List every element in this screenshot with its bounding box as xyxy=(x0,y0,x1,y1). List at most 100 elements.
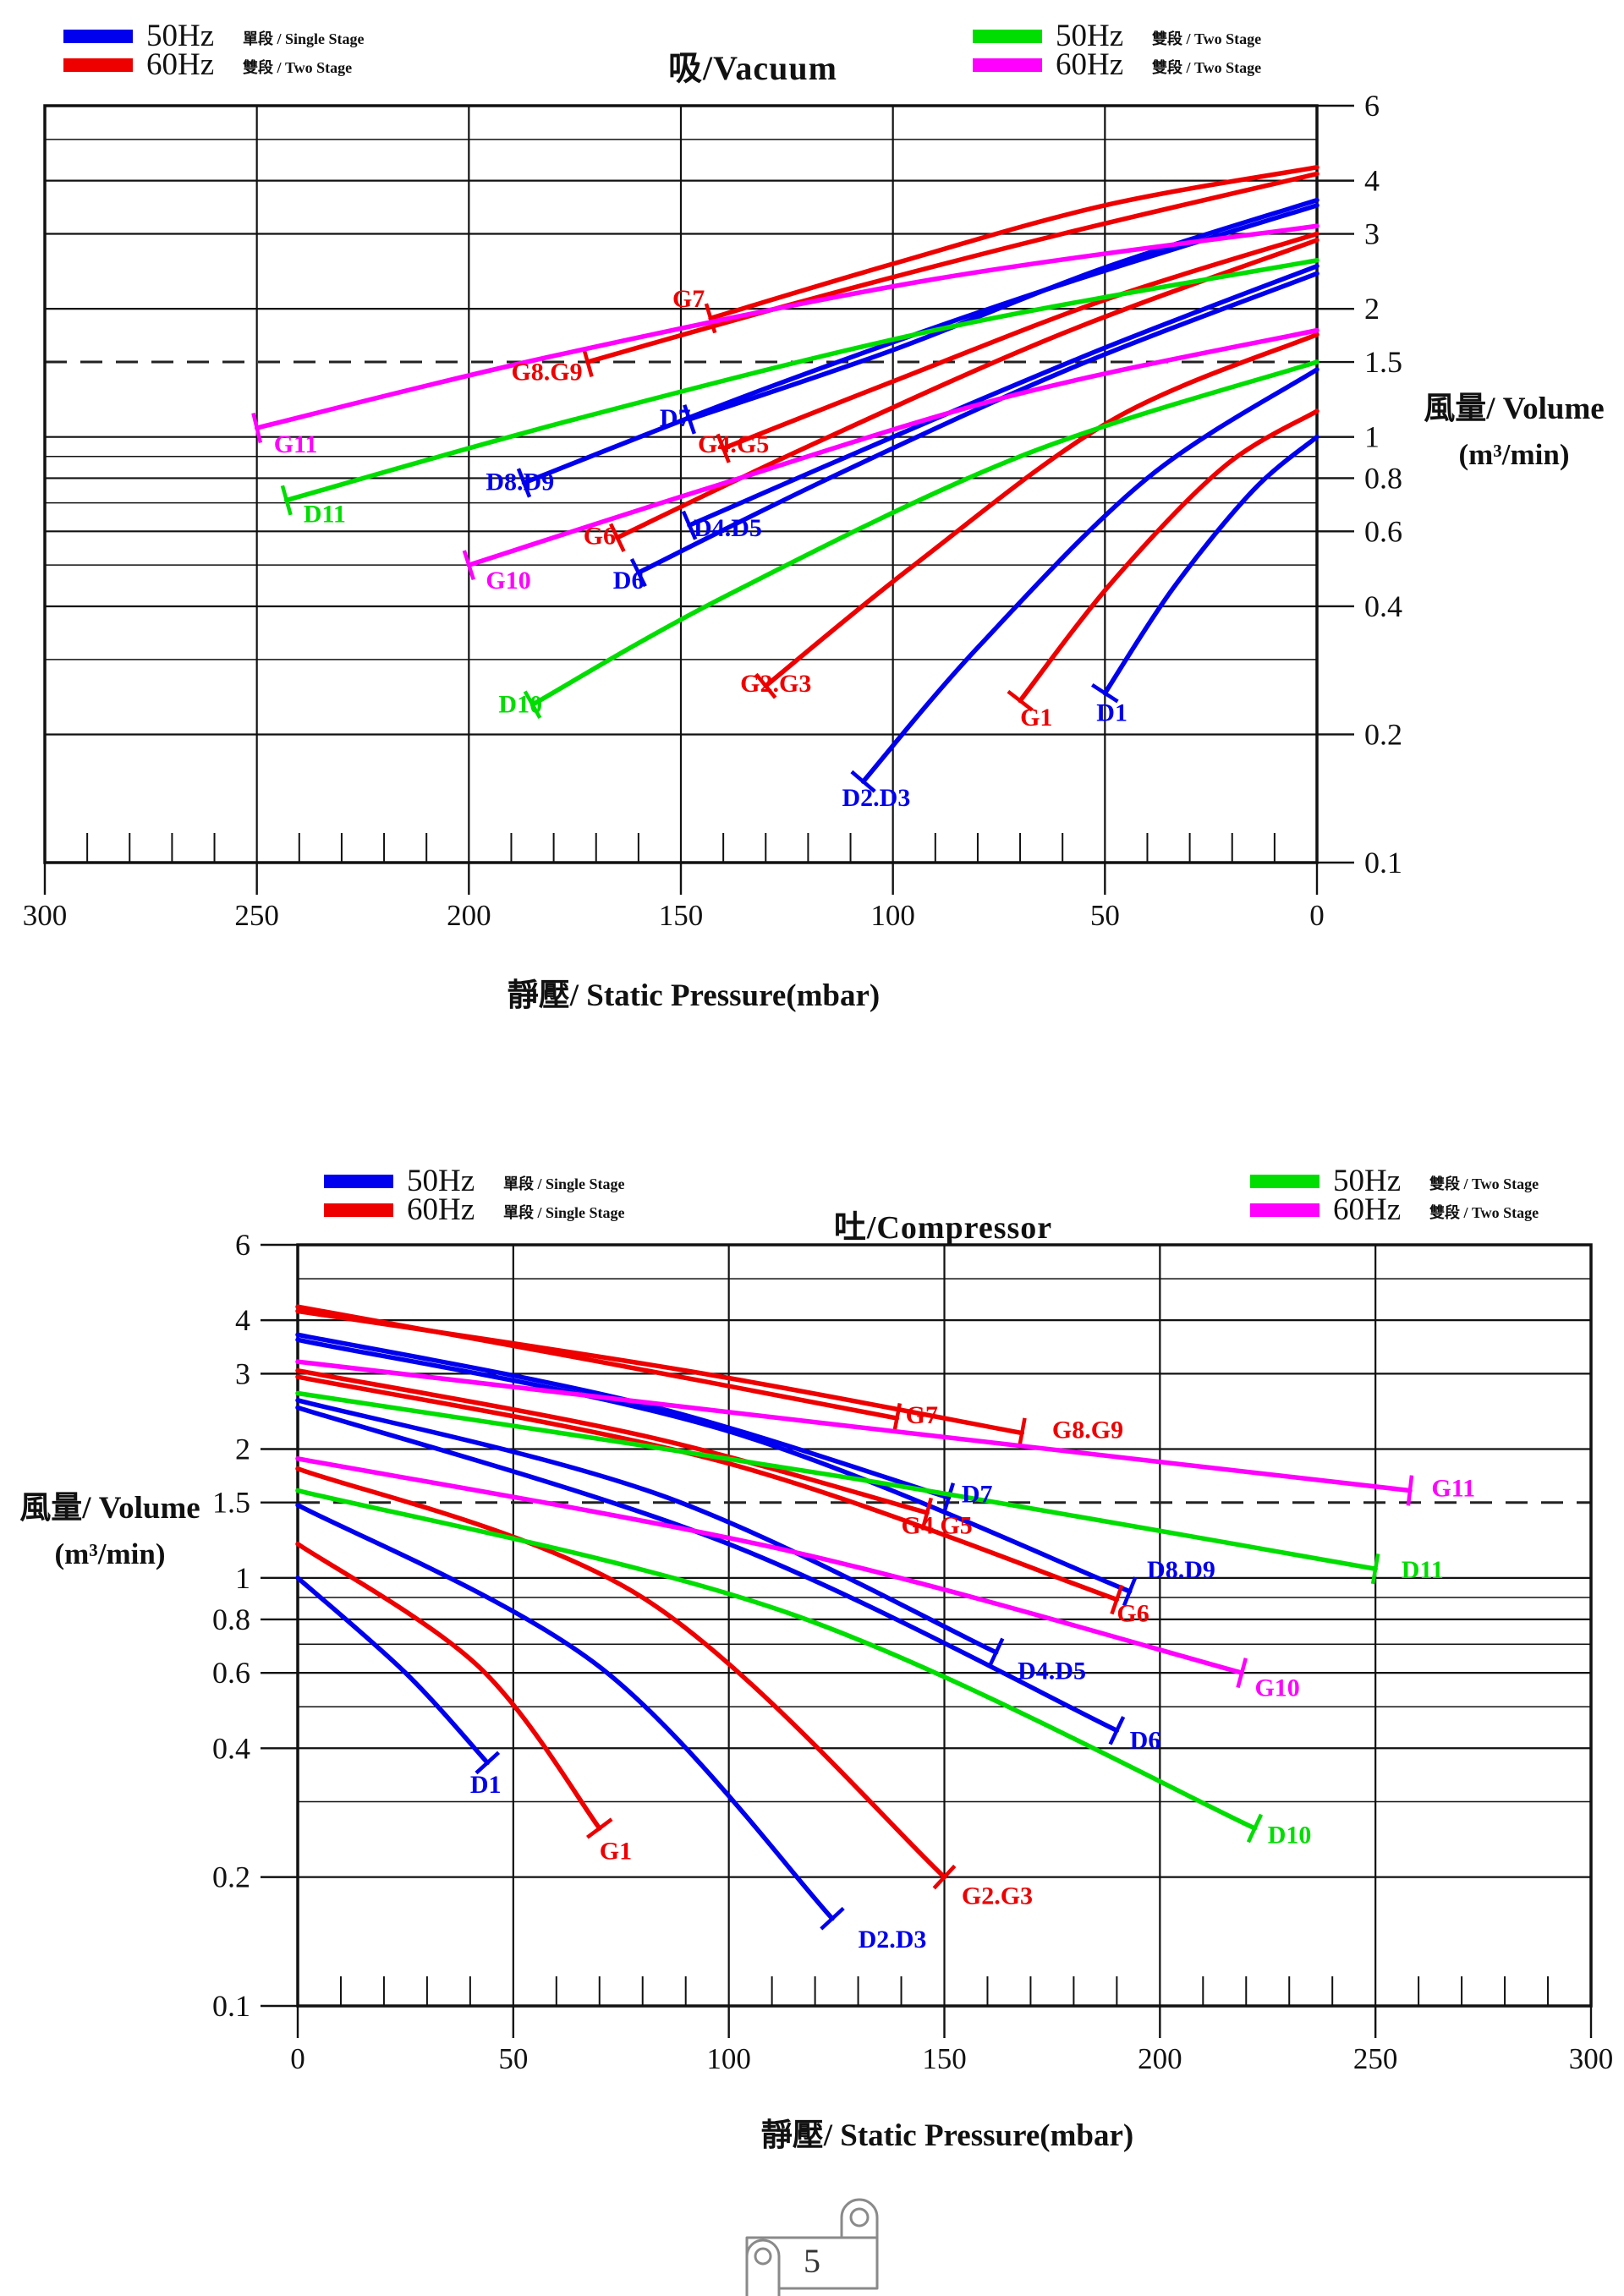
compressor-curve-tip-tick-G11 xyxy=(1406,1475,1414,1506)
vacuum-y-tick-label-0.4: 0.4 xyxy=(1364,589,1402,623)
vacuum-curve-D2.D3 xyxy=(860,367,1320,784)
compressor-curve-label-D1: D1 xyxy=(470,1771,502,1799)
legend-stage-label: 單段 / Single Stage xyxy=(503,1175,625,1192)
legend-frequency-label: 60Hz xyxy=(1056,47,1124,82)
legend-frequency-label: 60Hz xyxy=(146,47,215,82)
compressor-curve-label-G11: G11 xyxy=(1431,1475,1475,1503)
vacuum-x-tick-label-50: 50 xyxy=(1090,899,1120,932)
compressor-curve-G10 xyxy=(295,1456,1244,1675)
vacuum-curve-label-G11: G11 xyxy=(274,430,318,458)
compressor-chart-title: 吐/Compressor xyxy=(833,1210,1053,1246)
vacuum-y-tick-label-0.8: 0.8 xyxy=(1364,461,1402,495)
legend-frequency-label: 60Hz xyxy=(1333,1192,1402,1227)
compressor-curve-tip-tick-D6 xyxy=(1108,1716,1126,1745)
legend-item: 60Hz 雙段 / Two Stage xyxy=(63,47,365,82)
compressor-curve-label-D11: D11 xyxy=(1402,1556,1444,1584)
vacuum-curve-G7 xyxy=(708,165,1320,321)
page-number: 5 xyxy=(804,2242,820,2280)
compressor-curve-G2.G3 xyxy=(295,1466,947,1880)
vacuum-y-tick-label-3: 3 xyxy=(1364,217,1380,251)
vacuum-curve-G10 xyxy=(466,327,1320,567)
compressor-curve-D1 xyxy=(295,1575,491,1766)
compressor-curve-D10 xyxy=(295,1488,1258,1831)
compressor-x-tick-label-200: 200 xyxy=(1138,2042,1182,2075)
compressor-curve-tip-tick-D1 xyxy=(475,1751,501,1775)
compressor-curve-tip-tick-D11 xyxy=(1370,1553,1380,1585)
compressor-curve-label-G7: G7 xyxy=(906,1401,938,1429)
vacuum-y-tick-label-1: 1 xyxy=(1364,420,1380,454)
legend-color-swatch xyxy=(63,58,133,72)
vacuum-y-tick-label-4: 4 xyxy=(1364,164,1380,198)
compressor-curve-label-G10: G10 xyxy=(1254,1674,1299,1701)
compressor-curve-tip-tick-D10 xyxy=(1246,1813,1264,1844)
compressor-y-tick-label-1.5: 1.5 xyxy=(212,1486,250,1520)
compressor-curve-D8.D9 xyxy=(295,1337,1133,1594)
compressor-plot-frame xyxy=(296,1243,1593,2008)
legend-item: 60Hz 雙段 / Two Stage xyxy=(1250,1192,1539,1227)
vacuum-curve-D4.D5 xyxy=(687,263,1320,528)
vacuum-x-tick-label-300: 300 xyxy=(23,899,68,932)
compressor-y-tick-label-2: 2 xyxy=(235,1432,250,1466)
vacuum-x-tick-label-200: 200 xyxy=(447,899,491,932)
compressor-curve-tip-tick-G4.G5 xyxy=(921,1497,933,1528)
compressor-y-tick-label-4: 4 xyxy=(235,1303,250,1337)
vacuum-x-tick-label-100: 100 xyxy=(870,899,915,932)
vacuum-y-tick-label-0.6: 0.6 xyxy=(1364,514,1402,548)
vacuum-curve-tip-tick-G11 xyxy=(251,412,263,444)
vacuum-curve-tip-tick-D11 xyxy=(280,485,293,516)
legend-stage-label: 單段 / Single Stage xyxy=(503,1204,625,1221)
vacuum-y-tick-label-0.2: 0.2 xyxy=(1364,717,1402,751)
legend-stage-label: 雙段 / Two Stage xyxy=(1152,30,1262,47)
legend-item: 60Hz 雙段 / Two Stage xyxy=(973,47,1262,82)
legend-item: 50Hz 雙段 / Two Stage xyxy=(1250,1165,1539,1197)
vacuum-curve-D10 xyxy=(529,359,1320,707)
compressor-y-tick-label-0.4: 0.4 xyxy=(212,1731,250,1765)
legend-stage-label: 單段 / Single Stage xyxy=(243,30,365,47)
legend-color-swatch xyxy=(1250,1175,1320,1188)
legend-color-swatch xyxy=(324,1175,393,1188)
compressor-y-tick-label-3: 3 xyxy=(235,1356,250,1390)
vacuum-curve-label-D1: D1 xyxy=(1096,699,1127,727)
vacuum-x-tick-label-0: 0 xyxy=(1309,899,1325,932)
compressor-x-tick-label-250: 250 xyxy=(1353,2042,1398,2075)
compressor-x-tick-label-0: 0 xyxy=(290,2042,305,2075)
compressor-curve-label-G1: G1 xyxy=(600,1838,632,1866)
legend-frequency-label: 60Hz xyxy=(407,1192,475,1227)
vacuum-curve-tip-tick-G4.G5 xyxy=(716,433,731,463)
compressor-y-tick-label-0.2: 0.2 xyxy=(212,1860,250,1894)
vacuum-curve-label-G6: G6 xyxy=(584,522,616,550)
legend-color-swatch xyxy=(324,1203,393,1217)
compressor-curve-tip-tick-G2.G3 xyxy=(932,1864,957,1890)
vacuum-curve-G4.G5 xyxy=(721,231,1320,451)
legend-stage-label: 雙段 / Two Stage xyxy=(243,59,353,76)
compressor-curve-D11 xyxy=(295,1390,1378,1571)
legend-item: 60Hz 單段 / Single Stage xyxy=(324,1192,625,1227)
legend-stage-label: 雙段 / Two Stage xyxy=(1429,1175,1539,1192)
vacuum-curve-D7 xyxy=(687,197,1320,422)
vacuum-curve-label-D11: D11 xyxy=(304,501,346,529)
compressor-y-tick-label-0.8: 0.8 xyxy=(212,1603,250,1636)
compressor-curve-tip-tick-G8.G9 xyxy=(1017,1417,1027,1449)
vacuum-plot-frame xyxy=(43,104,1319,864)
legend-frequency-label: 50Hz xyxy=(146,19,215,53)
legend-stage-label: 雙段 / Two Stage xyxy=(1429,1204,1539,1221)
legend-stage-label: 雙段 / Two Stage xyxy=(1152,59,1262,76)
page-scroll-icon xyxy=(745,2198,879,2296)
vacuum-curve-label-D10: D10 xyxy=(498,691,542,719)
vacuum-y-tick-label-1.5: 1.5 xyxy=(1364,345,1402,379)
compressor-curve-tip-tick-G1 xyxy=(585,1817,613,1839)
compressor-curve-label-G4.G5: G4.G5 xyxy=(902,1511,973,1539)
compressor-curve-D2.D3 xyxy=(295,1502,835,1921)
vacuum-curve-label-G2.G3: G2.G3 xyxy=(740,670,811,698)
vacuum-curve-D1 xyxy=(1102,434,1320,696)
vacuum-curve-label-G1: G1 xyxy=(1020,704,1052,732)
compressor-curve-tip-tick-G10 xyxy=(1236,1658,1248,1689)
compressor-curve-G11 xyxy=(295,1359,1413,1493)
legend-item: 50Hz 單段 / Single Stage xyxy=(63,19,365,53)
vacuum-curve-label-D8.D9: D8.D9 xyxy=(486,469,554,496)
compressor-curve-label-D4.D5: D4.D5 xyxy=(1018,1658,1086,1685)
vacuum-curve-label-G7: G7 xyxy=(672,285,705,313)
compressor-curve-G6 xyxy=(295,1374,1120,1603)
vacuum-curve-label-G8.G9: G8.G9 xyxy=(511,358,582,386)
